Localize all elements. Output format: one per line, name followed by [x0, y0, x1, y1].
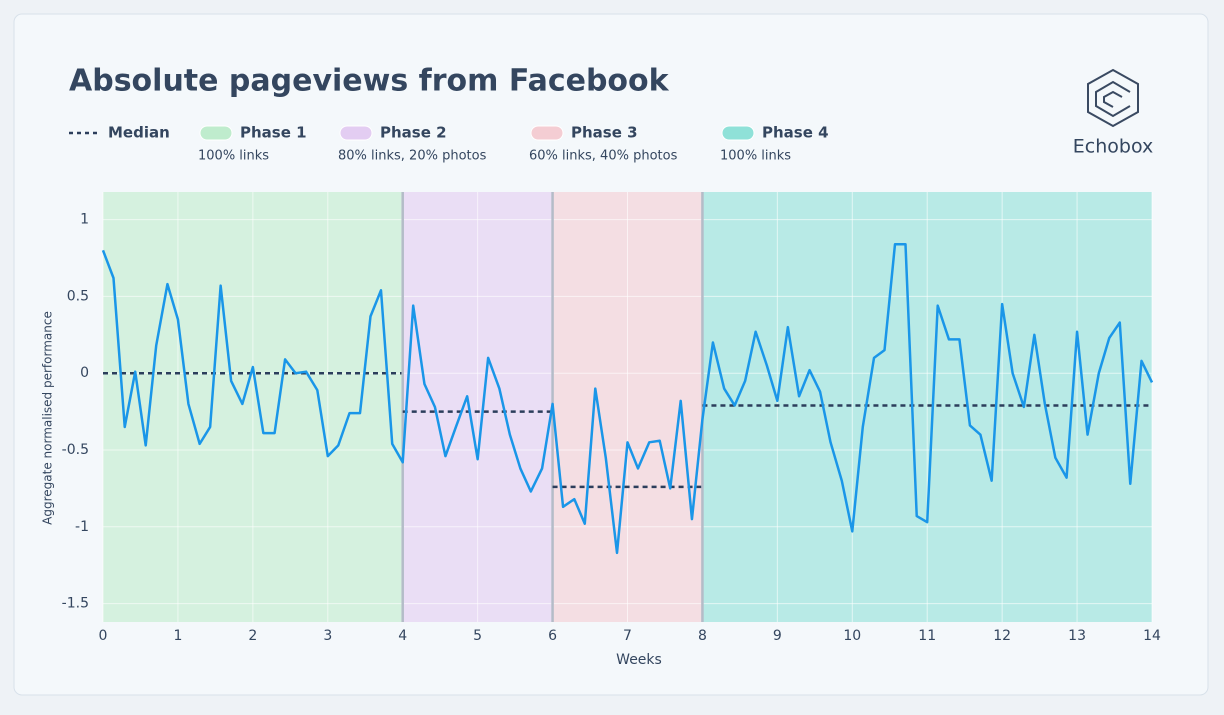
y-tick-label: 0 — [80, 365, 89, 381]
legend-description: 100% links — [198, 149, 269, 164]
x-tick-label: 12 — [993, 628, 1011, 644]
legend-label: Phase 2 — [380, 124, 447, 142]
brand: Echobox — [1073, 136, 1153, 158]
legend-swatch — [339, 125, 373, 141]
x-tick-label: 7 — [623, 628, 632, 644]
chart-title: Absolute pageviews from Facebook — [69, 64, 670, 99]
x-axis-label: Weeks — [616, 652, 662, 668]
x-tick-label: 10 — [843, 628, 861, 644]
legend-swatch — [721, 125, 755, 141]
x-tick-label: 2 — [248, 628, 257, 644]
x-tick-label: 5 — [473, 628, 482, 644]
x-tick-label: 9 — [773, 628, 782, 644]
x-tick-label: 6 — [548, 628, 557, 644]
y-axis-label: Aggregate normalised performance — [41, 311, 55, 525]
logo — [1087, 68, 1139, 128]
y-tick-label: -0.5 — [62, 442, 89, 458]
legend-description: 100% links — [720, 149, 791, 164]
data-line — [101, 242, 1154, 555]
legend-swatch — [199, 125, 233, 141]
legend-label: Phase 1 — [240, 124, 307, 142]
x-tick-label: 3 — [323, 628, 332, 644]
x-tick-label: 11 — [918, 628, 936, 644]
y-tick-label: 0.5 — [67, 288, 89, 304]
legend-description: 60% links, 40% photos — [529, 149, 678, 164]
y-tick-label: 1 — [80, 212, 89, 228]
x-tick-label: 1 — [173, 628, 182, 644]
legend-label: Phase 4 — [762, 124, 829, 142]
legend-description: 80% links, 20% photos — [338, 149, 487, 164]
median-legend-label: Median — [108, 124, 170, 142]
y-tick-label: -1 — [75, 519, 89, 535]
x-tick-label: 13 — [1068, 628, 1086, 644]
y-tick-label: -1.5 — [62, 596, 89, 612]
x-tick-label: 8 — [698, 628, 707, 644]
x-tick-label: 14 — [1143, 628, 1161, 644]
x-tick-label: 4 — [398, 628, 407, 644]
x-tick-label: 0 — [99, 628, 108, 644]
legend-swatch — [530, 125, 564, 141]
legend-label: Phase 3 — [571, 124, 638, 142]
